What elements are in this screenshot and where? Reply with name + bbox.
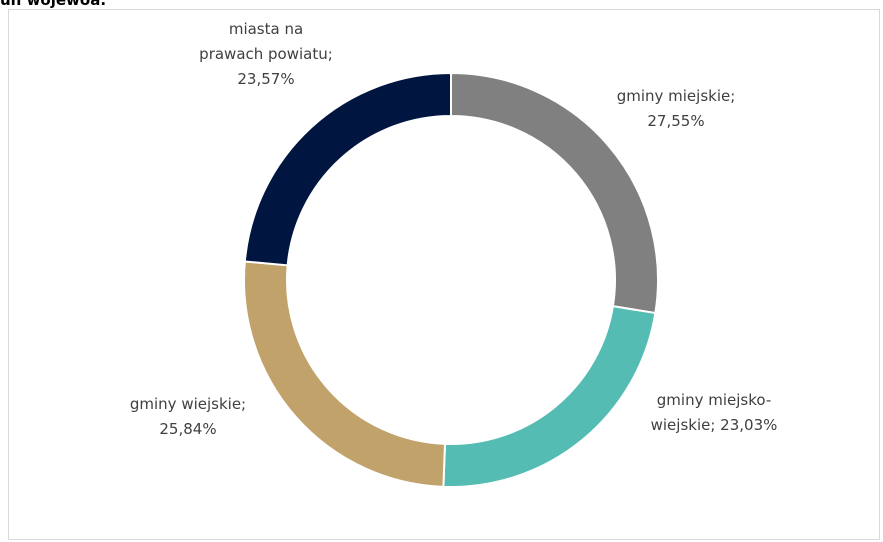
data-label-4: miasta na prawach powiatu; 23,57% (199, 20, 333, 88)
data-label-1: gminy miejskie; 27,55% (617, 87, 736, 130)
data-label-line: gminy miejsko- (657, 391, 771, 409)
data-label-line: gminy wiejskie; (130, 395, 246, 413)
donut-slice-1 (450, 71, 659, 315)
donut-slices (243, 71, 659, 488)
data-label-line: 27,55% (647, 112, 704, 130)
donut-slice-3 (243, 260, 447, 488)
donut-slice-4 (243, 71, 452, 267)
data-label-line: miasta na (229, 20, 303, 38)
data-label-line: prawach powiatu; (199, 45, 333, 63)
data-label-2: gminy miejsko-wiejskie; 23,03% (651, 391, 778, 434)
data-label-line: 23,57% (237, 70, 294, 88)
data-label-line: wiejskie; 23,03% (651, 416, 778, 434)
donut-slice-2 (442, 305, 657, 488)
data-label-3: gminy wiejskie; 25,84% (130, 395, 246, 438)
data-label-line: 25,84% (159, 420, 216, 438)
data-label-line: gminy miejskie; (617, 87, 736, 105)
data-labels: gminy miejskie; 27,55% gminy miejsko-wiejs… (130, 20, 778, 438)
chart-caption: un wojewoa. (0, 0, 107, 9)
